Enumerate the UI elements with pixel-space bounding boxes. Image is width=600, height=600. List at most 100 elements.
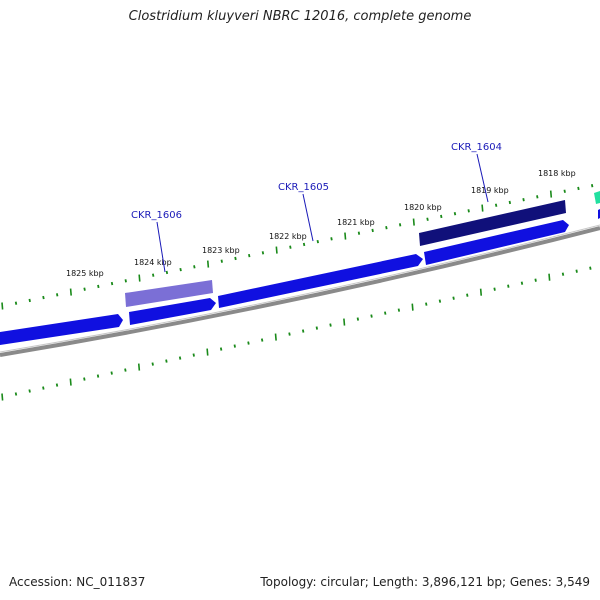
minor-tick <box>179 267 182 272</box>
major-tick <box>548 273 551 281</box>
minor-tick <box>233 344 236 348</box>
minor-tick <box>178 356 182 360</box>
gene-label-ckr-1605[interactable]: CKR_1605 <box>278 182 329 193</box>
minor-tick <box>219 347 223 351</box>
minor-tick <box>288 332 291 336</box>
minor-tick <box>97 284 100 289</box>
kbp-label-group: 1825 kbp 1824 kbp 1823 kbp 1822 kbp 1821… <box>66 169 576 278</box>
major-tick <box>411 303 414 311</box>
minor-tick <box>14 392 18 396</box>
genome-backbone <box>0 226 600 357</box>
minor-tick <box>398 223 402 227</box>
kbp-label-1824: 1824 kbp <box>134 258 172 267</box>
minor-tick <box>438 299 442 303</box>
gene-arrow[interactable] <box>0 314 123 345</box>
minor-tick <box>152 273 155 277</box>
minor-tick <box>192 353 195 357</box>
minor-tick <box>536 195 539 199</box>
gene-arrow[interactable] <box>424 220 569 265</box>
minor-tick <box>357 231 361 235</box>
minor-tick <box>371 228 374 233</box>
minor-tick <box>261 251 265 255</box>
kbp-label-1822: 1822 kbp <box>269 232 307 241</box>
minor-tick <box>289 245 292 249</box>
leader-ckr-1606 <box>156 221 166 273</box>
genome-title: Clostridium kluyveri NBRC 12016, complet… <box>128 9 472 24</box>
minor-tick <box>315 326 319 330</box>
minor-tick <box>248 253 251 258</box>
minor-tick <box>384 311 387 315</box>
genome-stats-text: Topology: circular; Length: 3,896,121 bp… <box>260 575 590 589</box>
leader-ckr-1605 <box>302 193 314 242</box>
minor-tick <box>520 281 524 285</box>
major-tick <box>344 232 347 240</box>
minor-tick <box>165 270 169 275</box>
minor-tick <box>589 266 592 270</box>
gene-label-ckr-1606[interactable]: CKR_1606 <box>131 210 182 221</box>
gene-label-group: CKR_1606 CKR_1605 CKR_1604 <box>131 142 502 221</box>
minor-tick <box>561 272 565 276</box>
minor-tick <box>590 183 594 188</box>
minor-tick <box>467 209 470 213</box>
minor-tick <box>302 242 306 247</box>
minor-tick <box>83 287 86 291</box>
major-tick <box>343 318 346 326</box>
kbp-label-1821: 1821 kbp <box>337 218 375 227</box>
feature-ckr-1606[interactable] <box>125 280 213 307</box>
forward-strand-genes <box>0 209 600 345</box>
major-tick <box>137 363 141 371</box>
minor-tick <box>55 293 59 297</box>
major-tick <box>206 348 209 356</box>
minor-tick <box>440 214 443 219</box>
minor-tick <box>425 302 428 306</box>
major-tick <box>206 260 210 268</box>
major-tick <box>481 204 484 212</box>
major-tick <box>479 288 483 296</box>
minor-tick <box>452 296 455 300</box>
minor-tick <box>124 279 127 283</box>
kbp-label-1825: 1825 kbp <box>66 269 104 278</box>
minor-tick <box>42 386 45 390</box>
minor-tick <box>14 301 18 305</box>
major-tick <box>412 218 415 226</box>
minor-tick <box>329 323 332 327</box>
major-tick <box>69 288 72 296</box>
minor-tick <box>193 265 196 269</box>
major-tick <box>1 393 4 401</box>
minor-tick <box>165 359 168 363</box>
minor-tick <box>247 341 250 345</box>
kbp-label-1820: 1820 kbp <box>404 203 442 212</box>
minor-tick <box>522 197 525 202</box>
gene-label-leaders <box>156 153 489 273</box>
minor-tick <box>534 278 537 282</box>
gene-label-ckr-1604[interactable]: CKR_1604 <box>451 142 502 153</box>
minor-tick <box>330 237 333 241</box>
major-tick <box>275 246 278 254</box>
genome-backbone-highlight <box>0 224 600 353</box>
minor-tick <box>397 308 401 312</box>
minor-tick <box>370 314 373 318</box>
gene-arrow[interactable] <box>129 298 216 325</box>
minor-tick <box>55 383 59 387</box>
minor-tick <box>151 362 154 366</box>
gene-arrow[interactable] <box>218 254 423 308</box>
kbp-label-1823: 1823 kbp <box>202 246 240 255</box>
minor-tick <box>493 287 496 291</box>
minor-tick <box>110 281 114 286</box>
major-tick <box>138 274 141 282</box>
feature-ckr-1604[interactable] <box>419 200 566 246</box>
minor-tick <box>577 186 580 191</box>
minor-tick <box>28 389 31 393</box>
minor-tick <box>28 298 31 303</box>
minor-tick <box>575 269 578 273</box>
minor-tick <box>260 338 264 342</box>
minor-tick <box>508 200 512 205</box>
minor-tick <box>83 377 86 381</box>
major-tick <box>1 302 4 310</box>
upper-tick-ring <box>1 183 594 310</box>
major-tick <box>69 378 72 386</box>
minor-tick <box>96 374 100 378</box>
minor-tick <box>316 239 319 244</box>
leader-ckr-1604 <box>476 153 489 203</box>
